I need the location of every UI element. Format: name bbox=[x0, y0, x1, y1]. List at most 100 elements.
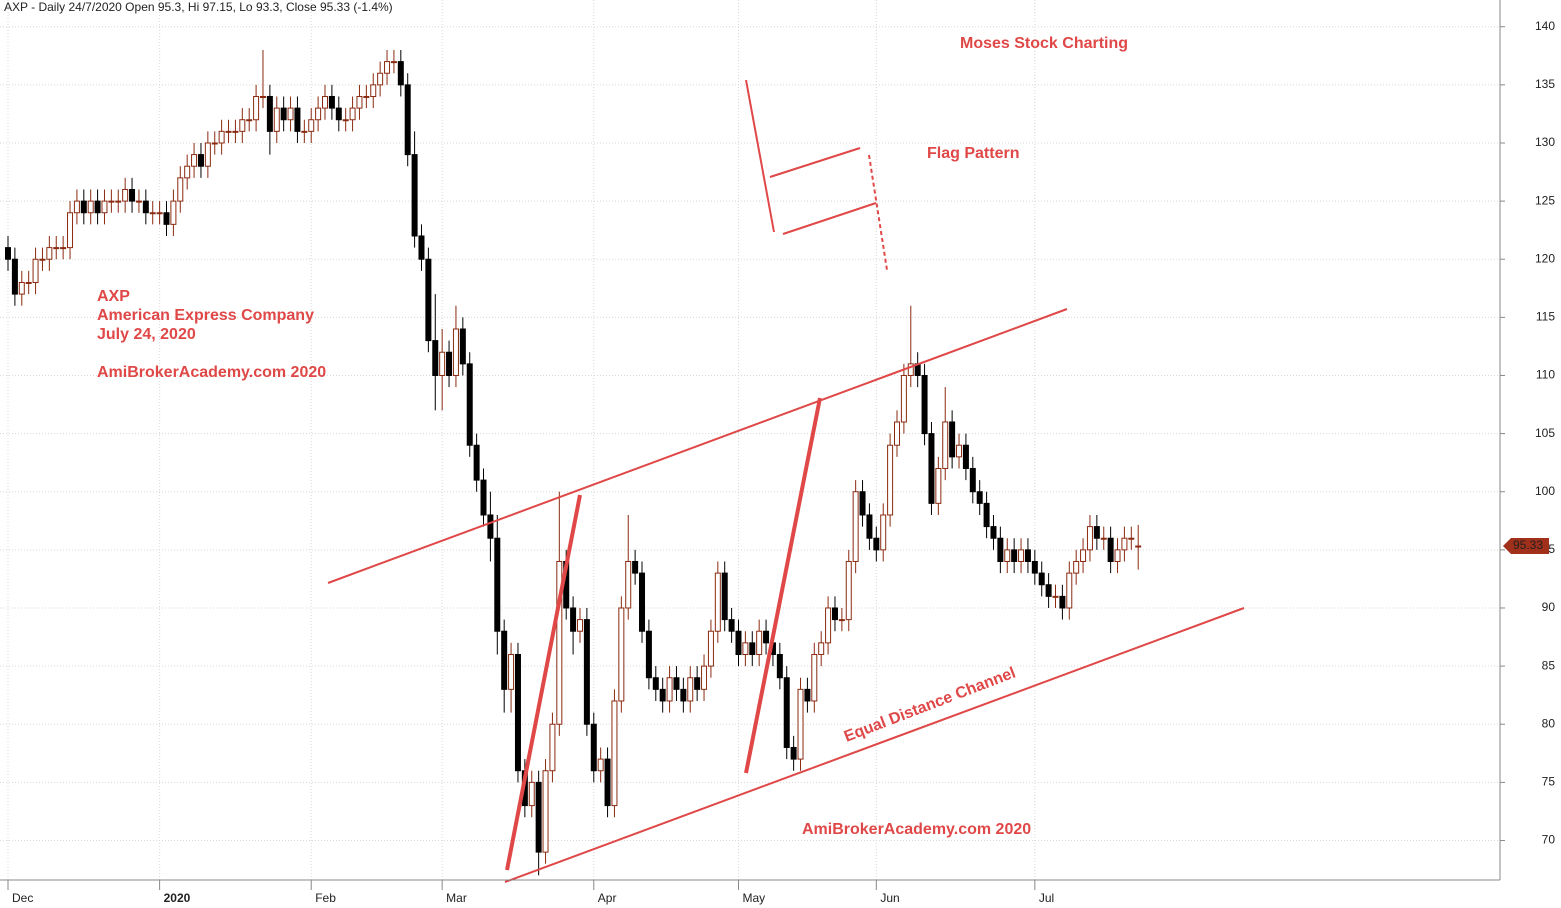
candle-body bbox=[280, 107, 287, 121]
candle-body bbox=[197, 154, 204, 167]
candle-body bbox=[687, 677, 694, 702]
candle-body bbox=[645, 630, 652, 679]
candle-body bbox=[439, 351, 446, 376]
flag-pole bbox=[745, 79, 775, 233]
candle-body bbox=[5, 247, 11, 260]
candle-body bbox=[956, 444, 963, 458]
candle-body bbox=[900, 374, 907, 423]
candle-body bbox=[377, 72, 384, 86]
candle-body bbox=[18, 281, 25, 295]
candle-body bbox=[721, 572, 728, 621]
candle-body bbox=[142, 200, 149, 214]
candle-body bbox=[962, 444, 969, 469]
candle-body bbox=[583, 619, 590, 725]
candle-body bbox=[714, 572, 721, 632]
candle-body bbox=[411, 154, 418, 237]
candle-body bbox=[797, 688, 804, 760]
candle-body bbox=[397, 61, 404, 86]
candle-body bbox=[328, 95, 335, 109]
candle-body bbox=[349, 107, 356, 121]
candle-body bbox=[1100, 537, 1107, 540]
candle-body bbox=[556, 560, 563, 725]
candle-body bbox=[73, 200, 80, 214]
candle-body bbox=[225, 130, 232, 133]
candle-body bbox=[1038, 572, 1045, 586]
candle-body bbox=[322, 95, 329, 109]
x-tick-label: Jun bbox=[880, 891, 899, 905]
candle-body bbox=[246, 119, 253, 122]
y-tick-label: 80 bbox=[1542, 716, 1556, 730]
flag-pole bbox=[868, 154, 888, 271]
trend-line bbox=[744, 397, 822, 774]
x-tick-label: May bbox=[742, 891, 765, 905]
candle-body bbox=[473, 444, 480, 481]
candle-body bbox=[211, 142, 218, 145]
annotation: AmiBrokerAcademy.com 2020 bbox=[97, 364, 326, 381]
candle-body bbox=[273, 107, 280, 132]
candle-body bbox=[625, 560, 632, 609]
candle-body bbox=[101, 200, 108, 214]
candle-body bbox=[1080, 549, 1087, 562]
candle-body bbox=[514, 653, 521, 772]
candle-body bbox=[494, 537, 501, 632]
y-tick-label: 75 bbox=[1542, 775, 1556, 789]
candle-body bbox=[742, 642, 749, 655]
candle-body bbox=[67, 212, 74, 249]
candle-body bbox=[652, 677, 659, 690]
channel-line bbox=[327, 308, 1068, 584]
candle-body bbox=[893, 421, 900, 446]
candle-body bbox=[459, 328, 466, 365]
x-tick-label: Jul bbox=[1039, 891, 1054, 905]
candle-body bbox=[204, 142, 211, 167]
candle-body bbox=[611, 700, 618, 807]
y-tick-label: 70 bbox=[1542, 833, 1556, 847]
candle-body bbox=[466, 363, 473, 446]
candle-body bbox=[949, 421, 956, 458]
candle-body bbox=[639, 572, 646, 632]
candle-body bbox=[576, 619, 583, 632]
candle-body bbox=[790, 746, 797, 760]
candle-body bbox=[811, 653, 818, 702]
candle-body bbox=[156, 212, 163, 215]
candle-body bbox=[818, 642, 825, 655]
candle-body bbox=[825, 607, 832, 644]
annotation: American Express Company bbox=[97, 307, 314, 324]
flag-line bbox=[769, 147, 861, 178]
candle-body bbox=[425, 258, 432, 342]
candle-body bbox=[191, 154, 198, 167]
annotation: Flag Pattern bbox=[927, 145, 1019, 162]
candle-body bbox=[880, 514, 887, 551]
trend-line bbox=[505, 494, 582, 871]
y-tick-label: 90 bbox=[1542, 600, 1556, 614]
candle-body bbox=[990, 526, 997, 539]
candle-body bbox=[1052, 595, 1059, 598]
candle-body bbox=[1114, 549, 1121, 562]
candle-body bbox=[218, 130, 225, 144]
candle-body bbox=[115, 200, 122, 203]
candle-body bbox=[983, 502, 990, 528]
candle-body bbox=[666, 677, 673, 702]
candle-body bbox=[11, 258, 18, 295]
candle-body bbox=[763, 630, 770, 644]
candle-body bbox=[452, 328, 459, 376]
chart-title: AXP - Daily 24/7/2020 Open 95.3, Hi 97.1… bbox=[4, 0, 393, 14]
candle-body bbox=[1018, 549, 1025, 562]
candle-body bbox=[46, 247, 53, 260]
candle-body bbox=[404, 84, 411, 156]
candle-body bbox=[976, 491, 983, 504]
candle-body bbox=[253, 95, 260, 121]
candle-body bbox=[694, 677, 701, 690]
candle-body bbox=[129, 188, 136, 202]
candle-body bbox=[170, 200, 177, 225]
candle-body bbox=[87, 200, 94, 214]
candle-body bbox=[301, 130, 308, 133]
annotation: AmiBrokerAcademy.com 2020 bbox=[802, 821, 1031, 838]
candle-body bbox=[390, 61, 397, 64]
candle-body bbox=[184, 165, 191, 179]
candle-body bbox=[701, 665, 708, 690]
candle-body bbox=[528, 781, 535, 807]
candle-body bbox=[783, 677, 790, 748]
candle-body bbox=[590, 723, 597, 772]
candle-body bbox=[315, 107, 322, 121]
candle-body bbox=[673, 677, 680, 690]
